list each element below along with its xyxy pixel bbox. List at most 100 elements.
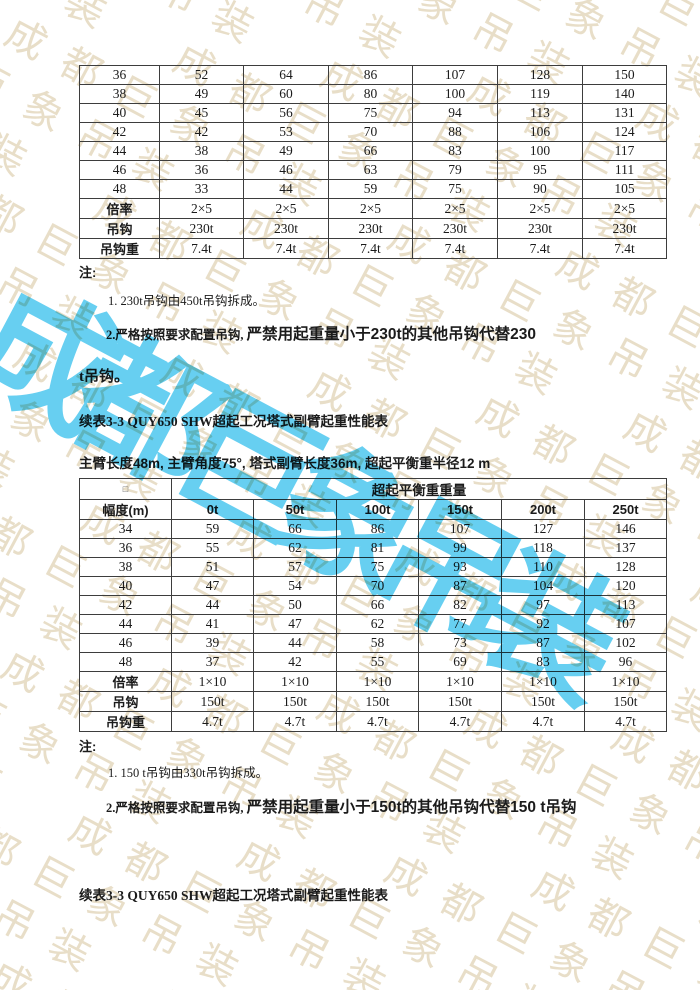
value-cell: 127 [501, 519, 585, 539]
value-cell: 79 [412, 160, 498, 180]
capacity-table-bottom: □ 超起平衡重重量 幅度(m) 0t 50t 100t 150t 200t 250t 34 59 66… [79, 478, 668, 732]
value-cell: 230t [412, 218, 498, 239]
table-row: 48 33 44 59 75 90 105 [79, 179, 667, 199]
value-cell: 150t [336, 691, 419, 712]
value-cell: 90 [497, 179, 583, 199]
value-cell: 62 [336, 614, 419, 634]
value-cell: 92 [501, 614, 585, 634]
row-label-cell: 44 [79, 614, 172, 634]
value-cell: 75 [412, 179, 498, 199]
row-label-cell: 40 [79, 576, 172, 596]
value-cell: 4.7t [171, 711, 254, 732]
row-label-cell: 36 [79, 65, 160, 85]
value-cell: 39 [171, 633, 254, 653]
value-cell: 82 [418, 595, 502, 615]
value-cell: 55 [336, 652, 419, 672]
value-cell: 80 [328, 84, 413, 104]
value-cell: 44 [171, 595, 254, 615]
notes-top-item-2-continuation: t吊钩。 [79, 369, 129, 385]
value-cell: 100 [412, 84, 498, 104]
value-cell: 4.7t [253, 711, 337, 732]
row-label-cell: 吊钩 [79, 218, 160, 239]
value-cell: 94 [412, 103, 498, 123]
table-row: 36 55 62 81 99 118 137 [79, 538, 668, 558]
table-row: 34 59 66 86 107 127 146 [79, 519, 668, 539]
value-cell: 7.4t [412, 238, 498, 259]
value-cell: 41 [171, 614, 254, 634]
row-label-cell: 38 [79, 84, 160, 104]
value-cell: 45 [159, 103, 244, 123]
value-cell: 55 [171, 538, 254, 558]
value-cell: 230t [328, 218, 413, 239]
value-cell: 50t [253, 499, 337, 520]
value-cell: 81 [336, 538, 419, 558]
value-cell: 56 [243, 103, 329, 123]
value-cell: 96 [583, 652, 668, 672]
value-cell: 75 [336, 557, 419, 577]
table-row: 42 44 50 66 82 97 113 [79, 595, 668, 615]
value-cell: 106 [497, 122, 583, 142]
table-row: 吊钩重 7.4t 7.4t 7.4t 7.4t 7.4t 7.4t [79, 238, 667, 259]
value-cell: 113 [497, 103, 583, 123]
value-cell: 1×10 [171, 671, 254, 692]
value-cell: 44 [243, 179, 329, 199]
value-cell: 230t [497, 218, 583, 239]
value-cell: 63 [328, 160, 413, 180]
table-row: 48 37 42 55 69 83 96 [79, 652, 668, 672]
value-cell: 75 [328, 103, 413, 123]
value-cell: 4.7t [501, 711, 585, 732]
value-cell: 87 [501, 633, 585, 653]
notes-top-item-1: 1. 230t吊钩由450t吊钩拆成。 [108, 294, 265, 308]
value-cell: 4.7t [583, 711, 668, 732]
value-cell: 2×5 [243, 198, 329, 219]
table-row: 40 47 54 70 87 104 120 [79, 576, 668, 596]
value-cell: 146 [583, 519, 668, 539]
value-cell: 107 [418, 519, 502, 539]
notes-top-item-2-emphasis: 严禁用起重量小于230t的其他吊钩代替230 [246, 326, 537, 343]
value-cell: 2×5 [582, 198, 667, 219]
value-cell: 37 [171, 652, 254, 672]
notes-top-item-2: 2.严格按照要求配置吊钩, 严禁用起重量小于230t的其他吊钩代替230 [106, 322, 536, 344]
counterweight-merged-header-cell: 超起平衡重重量 [170, 478, 668, 500]
row-label-cell: 幅度(m) [79, 499, 172, 520]
row-label-cell: 46 [79, 633, 172, 653]
value-cell: 47 [253, 614, 337, 634]
value-cell: 2×5 [497, 198, 583, 219]
value-cell: 150t [583, 691, 668, 712]
value-cell: 77 [418, 614, 502, 634]
notes-bottom-item-2-prefix: 2.严格按照要求配置吊钩, [106, 801, 247, 815]
value-cell: 150t [171, 691, 254, 712]
value-cell: 36 [159, 160, 244, 180]
table-row: 44 41 47 62 77 92 107 [79, 614, 668, 634]
value-cell: 131 [582, 103, 667, 123]
value-cell: 150t [418, 691, 502, 712]
value-cell: 150t [501, 691, 585, 712]
value-cell: 59 [171, 519, 254, 539]
value-cell: 83 [412, 141, 498, 161]
value-cell: 54 [253, 576, 337, 596]
value-cell: 44 [253, 633, 337, 653]
row-label-cell: 46 [79, 160, 160, 180]
value-cell: 42 [159, 122, 244, 142]
value-cell: 93 [418, 557, 502, 577]
row-label-cell: 倍率 [79, 671, 172, 692]
value-cell: 118 [501, 538, 585, 558]
value-cell: 119 [497, 84, 583, 104]
value-cell: 4.7t [336, 711, 419, 732]
value-cell: 58 [336, 633, 419, 653]
value-cell: 86 [336, 519, 419, 539]
value-cell: 230t [159, 218, 244, 239]
value-cell: 128 [497, 65, 583, 85]
capacity-table-bottom-body: □ 超起平衡重重量 幅度(m) 0t 50t 100t 150t 200t 250t 34 59 66… [79, 478, 668, 732]
value-cell: 107 [583, 614, 668, 634]
value-cell: 50 [253, 595, 337, 615]
value-cell: 7.4t [243, 238, 329, 259]
value-cell: 107 [412, 65, 498, 85]
value-cell: 110 [501, 557, 585, 577]
value-cell: 7.4t [159, 238, 244, 259]
value-cell: 1×10 [336, 671, 419, 692]
row-label-cell: 48 [79, 179, 160, 199]
value-cell: 64 [243, 65, 329, 85]
value-cell: 7.4t [328, 238, 413, 259]
value-cell: 2×5 [328, 198, 413, 219]
